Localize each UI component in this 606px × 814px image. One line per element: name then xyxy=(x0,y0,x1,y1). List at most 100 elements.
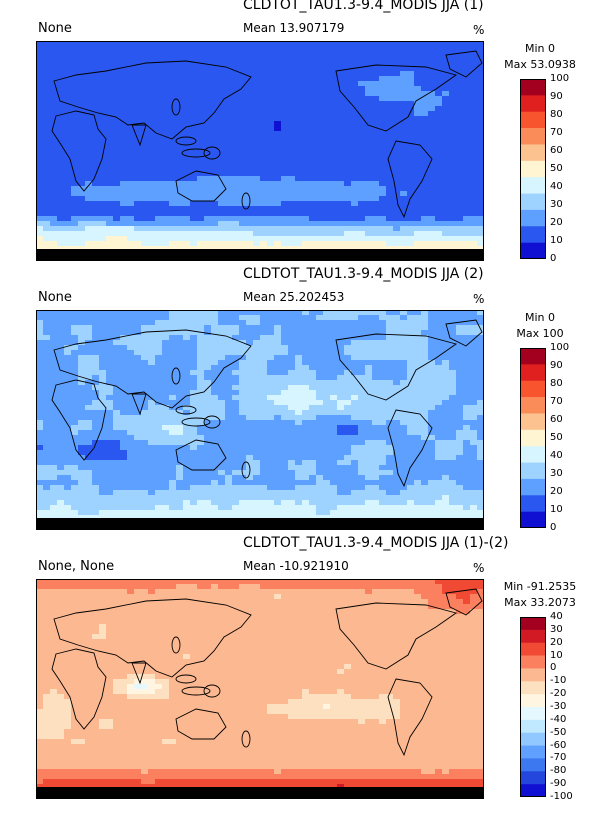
colorbar-segment xyxy=(520,629,546,644)
colorbar-segment xyxy=(520,111,546,129)
colorbar-segment xyxy=(520,707,546,721)
coastline xyxy=(387,140,433,219)
colorbar-segment xyxy=(520,446,546,463)
coastline xyxy=(203,146,221,160)
colorbar-segment xyxy=(520,193,546,211)
colorbar-segment xyxy=(520,128,546,145)
coastline xyxy=(175,708,227,740)
coastline xyxy=(445,588,483,616)
colorbar-tick-label: -20 xyxy=(550,688,567,700)
coastline xyxy=(181,686,211,696)
colorbar-tick-label: 40 xyxy=(550,181,563,192)
colorbar-tick-label: -60 xyxy=(550,739,567,751)
colorbar-tick-label: -10 xyxy=(550,675,567,687)
colorbar-segment xyxy=(520,177,546,194)
coastline xyxy=(175,674,197,684)
coastline xyxy=(171,367,181,385)
colorbar-frame xyxy=(520,79,546,259)
colorbar-tick-label: 60 xyxy=(550,414,563,425)
panel-min: Min -91.2535 xyxy=(503,580,577,593)
colorbar-segment xyxy=(520,429,546,447)
antarctica-mask xyxy=(36,249,484,261)
colorbar-tick-label: 10 xyxy=(550,235,563,246)
colorbar-tick-label: 0 xyxy=(550,253,557,264)
panel-units: % xyxy=(473,561,485,575)
colorbar-tick-label: -80 xyxy=(550,765,567,777)
coastline xyxy=(175,136,197,146)
coastline xyxy=(445,50,483,78)
panel-max: Max 100 xyxy=(516,327,564,340)
colorbar-tick-label: -90 xyxy=(550,778,567,790)
coastline xyxy=(53,60,252,140)
colorbar-segment xyxy=(520,397,546,414)
colorbar-segment xyxy=(520,478,546,496)
colorbar-tick-label: 70 xyxy=(550,396,563,407)
colorbar-segment xyxy=(520,364,546,382)
colorbar-tick-label: 10 xyxy=(550,649,563,661)
colorbar-segment xyxy=(520,144,546,162)
colorbar-tick-label: 0 xyxy=(550,662,557,674)
colorbar-segment xyxy=(520,719,546,734)
colorbar-segment xyxy=(520,732,546,746)
colorbar-tick-label: 0 xyxy=(550,522,557,533)
coastline xyxy=(387,678,433,757)
colorbar-segment xyxy=(520,209,546,227)
panel-max: Max 33.2073 xyxy=(504,596,576,609)
colorbar-tick-label: -40 xyxy=(550,713,567,725)
colorbar-tick-label: 20 xyxy=(550,217,563,228)
coastline xyxy=(335,64,458,132)
coastline xyxy=(387,409,433,488)
coastline xyxy=(175,405,197,415)
colorbar-segment xyxy=(520,226,546,243)
colorbar xyxy=(520,348,546,528)
panel-2: CLDTOT_TAU1.3-9.4_MODIS JJA (2) None Mea… xyxy=(0,266,606,541)
coastline xyxy=(171,636,181,654)
coastline xyxy=(241,730,251,748)
panel-title: CLDTOT_TAU1.3-9.4_MODIS JJA (1) xyxy=(243,0,484,13)
panel-mean: Mean 13.907179 xyxy=(243,21,345,35)
panel-left-label: None, None xyxy=(38,559,115,574)
colorbar xyxy=(520,79,546,259)
coastline xyxy=(131,393,147,416)
colorbar-tick-label: 50 xyxy=(550,163,563,174)
colorbar xyxy=(520,617,546,797)
coastline xyxy=(175,439,227,471)
coastline xyxy=(241,461,251,479)
colorbar-segment xyxy=(520,668,546,682)
coastline xyxy=(53,598,252,678)
colorbar-segment xyxy=(520,413,546,431)
colorbar-segment xyxy=(520,79,546,96)
colorbar-segment xyxy=(520,380,546,398)
panel-units: % xyxy=(473,292,485,306)
antarctica-mask xyxy=(36,518,484,530)
colorbar-segment xyxy=(520,242,546,259)
colorbar-tick-label: -70 xyxy=(550,752,567,764)
colorbar-tick-label: 40 xyxy=(550,450,563,461)
panel-3: CLDTOT_TAU1.3-9.4_MODIS JJA (1)-(2) None… xyxy=(0,535,606,810)
coastline xyxy=(51,379,107,461)
colorbar-segment xyxy=(520,655,546,669)
colorbar-tick-label: -100 xyxy=(550,791,573,802)
coastline xyxy=(51,648,107,730)
colorbar-tick-label: 100 xyxy=(550,73,570,84)
panel-left-label: None xyxy=(38,290,72,305)
panel-mean: Mean 25.202453 xyxy=(243,290,345,304)
colorbar-segment xyxy=(520,771,546,785)
map-frame xyxy=(36,579,484,799)
colorbar-segment xyxy=(520,758,546,772)
colorbar-segment xyxy=(520,681,546,695)
map-plot xyxy=(36,41,484,261)
colorbar-tick-label: 50 xyxy=(550,432,563,443)
map-plot xyxy=(36,310,484,530)
panel-max: Max 53.0938 xyxy=(504,58,576,71)
coastline xyxy=(335,333,458,401)
colorbar-tick-label: 90 xyxy=(550,360,563,371)
colorbar-tick-label: 100 xyxy=(550,342,570,353)
colorbar-tick-label: 60 xyxy=(550,145,563,156)
colorbar-tick-label: 30 xyxy=(550,199,563,210)
colorbar-segment xyxy=(520,462,546,480)
map-frame xyxy=(36,310,484,530)
coastline xyxy=(203,415,221,429)
coastline xyxy=(181,148,211,158)
colorbar-tick-label: 20 xyxy=(550,636,563,648)
